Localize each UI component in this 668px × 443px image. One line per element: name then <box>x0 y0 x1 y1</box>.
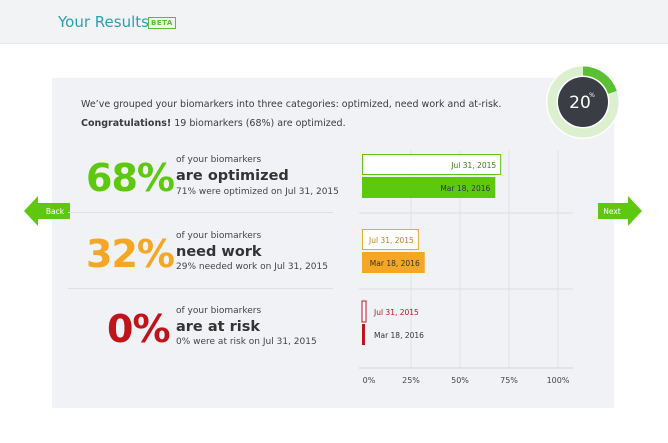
bar-date-label: Mar 18, 2016 <box>370 259 420 268</box>
optimized-label: are optimized <box>176 168 289 184</box>
next-label[interactable]: Next <box>603 207 621 216</box>
at-risk-prefix: of your biomarkers <box>176 306 262 316</box>
x-tick-label: 75% <box>500 376 518 385</box>
header-bar: Your Results BETA <box>0 0 668 44</box>
row-divider <box>68 288 333 289</box>
bar-current <box>362 177 496 198</box>
need-work-previous: 29% needed work on Jul 31, 2015 <box>176 262 328 272</box>
optimized-percent: 68% <box>86 156 175 200</box>
need-work-percent: 32% <box>86 232 175 276</box>
bar-date-label: Jul 31, 2015 <box>368 236 414 245</box>
congrats-label: Congratulations! <box>81 118 172 129</box>
gauge-arc <box>582 66 617 95</box>
intro-text: We’ve grouped your biomarkers into three… <box>81 99 502 110</box>
bar-current <box>362 324 365 345</box>
gauge-value: 20 <box>569 93 591 113</box>
back-label[interactable]: Back <box>46 207 65 216</box>
summary-text: 19 biomarkers (68%) are optimized. <box>171 118 346 129</box>
gauge-unit: % <box>589 92 595 99</box>
page-title: Your Results <box>58 13 149 31</box>
intro-summary: Congratulations! 19 biomarkers (68%) are… <box>81 118 346 129</box>
bar-date-label: Mar 18, 2016 <box>440 184 490 193</box>
back-button[interactable]: Back <box>24 196 70 226</box>
comparison-bar-chart: 0% 25% 50% 75% 100% Jul 31, 2015 Mar 18, 2016 J… <box>359 150 573 385</box>
need-work-label: need work <box>176 244 262 260</box>
gauge-center <box>558 77 608 127</box>
beta-badge: BETA <box>148 17 176 29</box>
bar-previous <box>362 229 419 250</box>
at-risk-percent: 0% <box>107 307 171 351</box>
bar-date-label: Jul 31, 2015 <box>450 161 496 170</box>
bar-current <box>362 252 425 273</box>
next-arrow-icon[interactable] <box>598 196 642 226</box>
back-arrow-icon[interactable] <box>24 196 70 226</box>
row-divider <box>68 212 333 213</box>
at-risk-label: are at risk <box>176 319 260 335</box>
progress-gauge: 20 % <box>546 65 620 139</box>
optimized-prefix: of your biomarkers <box>176 155 262 165</box>
x-tick-label: 50% <box>451 376 469 385</box>
next-button[interactable]: Next <box>598 196 642 226</box>
bar-date-label: Jul 31, 2015 <box>373 308 419 317</box>
bar-previous <box>362 154 502 175</box>
bar-date-label: Mar 18, 2016 <box>374 331 424 340</box>
optimized-previous: 71% were optimized on Jul 31, 2015 <box>176 187 339 197</box>
at-risk-previous: 0% were at risk on Jul 31, 2015 <box>176 337 317 347</box>
x-tick-label: 100% <box>547 376 570 385</box>
x-tick-label: 25% <box>402 376 420 385</box>
x-tick-label: 0% <box>363 376 376 385</box>
bar-previous <box>361 300 367 323</box>
results-panel <box>52 78 614 408</box>
need-work-prefix: of your biomarkers <box>176 231 262 241</box>
